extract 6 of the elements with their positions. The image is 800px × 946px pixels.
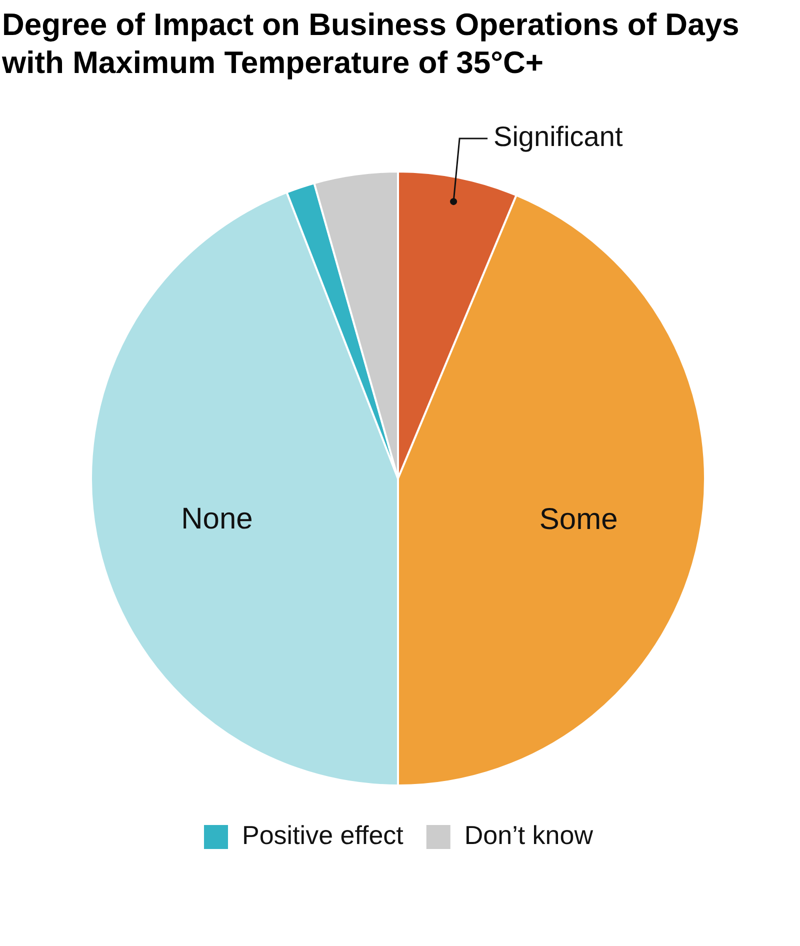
legend-label: Positive effect — [242, 820, 404, 850]
legend-label: Don’t know — [464, 820, 594, 850]
slice-label: Some — [539, 503, 618, 536]
slice-label: None — [181, 502, 253, 536]
slice-label: Significant — [494, 121, 623, 152]
chart-title: Degree of Impact on Business Operations of Days with Maximum Temperature of 35°C+ — [2, 6, 740, 82]
